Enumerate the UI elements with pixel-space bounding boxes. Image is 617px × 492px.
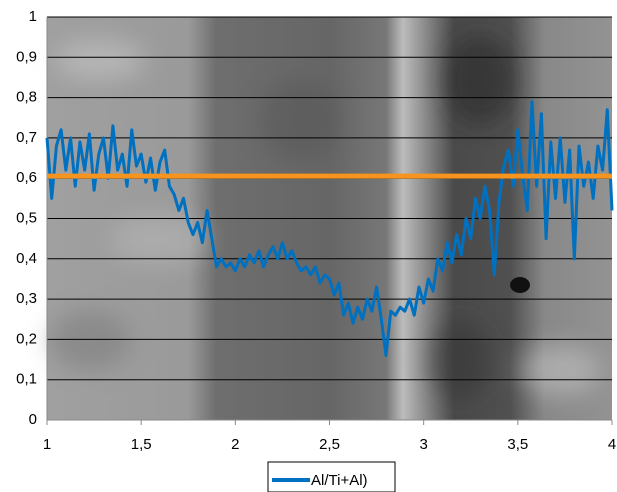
x-tick-label: 4 [608, 436, 616, 453]
y-tick-label: 0,5 [16, 209, 37, 226]
x-tick-label: 3,5 [507, 436, 528, 453]
y-tick-label: 0 [29, 411, 37, 428]
x-tick-label: 3 [419, 436, 427, 453]
y-tick-label: 0,3 [16, 290, 37, 307]
x-tick-label: 2,5 [319, 436, 340, 453]
y-tick-label: 0,6 [16, 169, 37, 186]
y-tick-label: 0,7 [16, 129, 37, 146]
y-tick-label: 1 [29, 8, 37, 25]
legend: Al/Ti+Al) [267, 461, 396, 492]
plot [45, 100, 614, 358]
y-tick-label: 0,9 [16, 48, 37, 65]
y-tick-label: 0,4 [16, 250, 37, 267]
data-line [45, 100, 614, 358]
tick-labels: 0 0,1 0,2 0,3 0,4 0,5 0,6 0,7 0,8 0,9 1 1 1,5 2 2,5 3 3,… [16, 8, 616, 453]
legend-box [267, 461, 396, 492]
x-tick-label: 2 [231, 436, 239, 453]
y-tick-label: 0,8 [16, 89, 37, 106]
x-tick-label: 1,5 [131, 436, 152, 453]
y-tick-label: 0,1 [16, 371, 37, 388]
y-tick-label: 0,2 [16, 330, 37, 347]
x-tick-label: 1 [43, 436, 51, 453]
legend-label: Al/Ti+Al) [311, 472, 368, 489]
